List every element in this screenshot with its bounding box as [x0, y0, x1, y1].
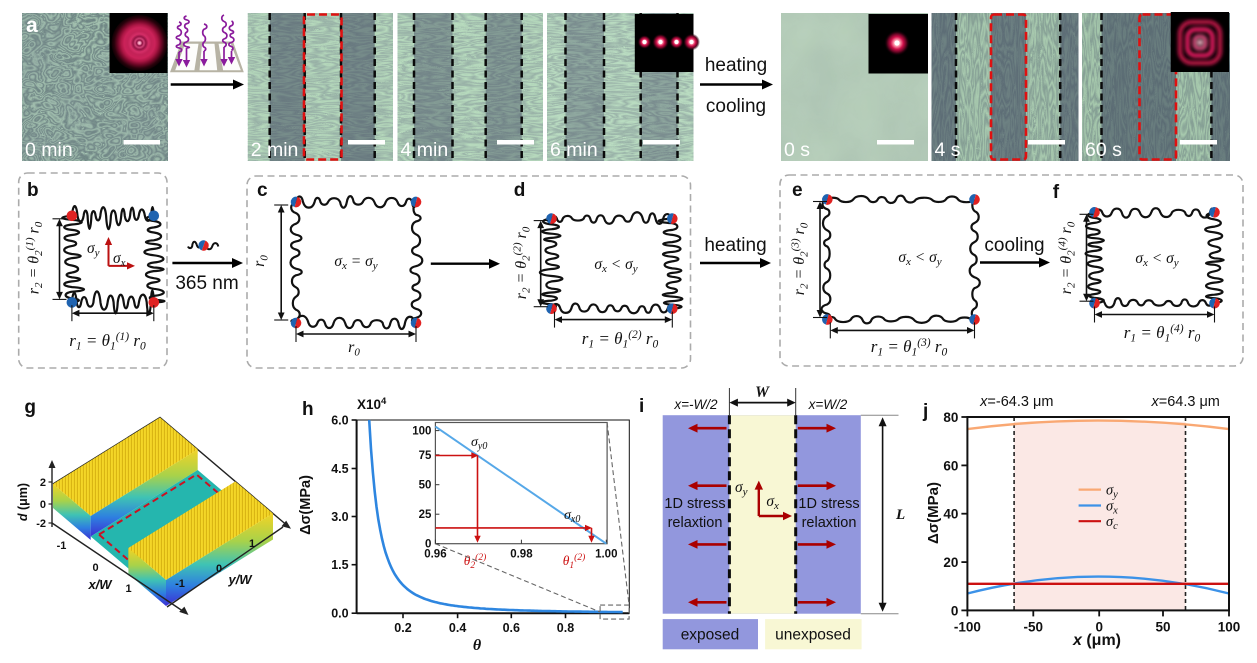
svg-text:r2 = θ2(4) r0: r2 = θ2(4) r0 — [1057, 221, 1078, 294]
svg-text:2: 2 — [40, 477, 46, 489]
svg-text:365 nm: 365 nm — [175, 273, 238, 294]
svg-text:L: L — [895, 507, 905, 523]
svg-text:θ: θ — [473, 637, 482, 654]
svg-text:j: j — [922, 401, 928, 422]
svg-text:100: 100 — [412, 426, 431, 438]
svg-text:3.0: 3.0 — [331, 510, 348, 524]
svg-text:cooling: cooling — [706, 96, 766, 117]
svg-text:r2 = θ2(1) r0: r2 = θ2(1) r0 — [24, 221, 45, 294]
svg-text:r1 = θ1(4) r0: r1 = θ1(4) r0 — [1124, 323, 1201, 345]
svg-text:r1 = θ1(2) r0: r1 = θ1(2) r0 — [582, 329, 659, 351]
svg-text:r2 = θ2(2) r0: r2 = θ2(2) r0 — [512, 226, 533, 299]
svg-text:f: f — [1053, 182, 1060, 203]
svg-text:0: 0 — [1095, 619, 1103, 634]
svg-text:c: c — [257, 180, 268, 201]
svg-text:1D stress: 1D stress — [664, 496, 725, 512]
svg-text:r2 = θ2(3) r0: r2 = θ2(3) r0 — [790, 222, 811, 295]
svg-text:σx < σy: σx < σy — [594, 256, 637, 275]
svg-text:θ1(2): θ1(2) — [563, 552, 585, 571]
svg-text:25: 25 — [419, 509, 432, 521]
svg-text:heating: heating — [704, 235, 766, 256]
svg-text:X104: X104 — [357, 396, 387, 412]
svg-text:x/W: x/W — [87, 577, 113, 592]
svg-text:0.98: 0.98 — [510, 549, 533, 561]
svg-text:1: 1 — [125, 583, 131, 595]
svg-text:0: 0 — [951, 603, 959, 618]
svg-text:-1: -1 — [175, 578, 185, 590]
svg-text:relaxtion: relaxtion — [802, 515, 857, 531]
svg-text:1D stress: 1D stress — [798, 496, 859, 512]
svg-text:4 s: 4 s — [935, 139, 961, 161]
svg-text:0 min: 0 min — [25, 139, 73, 161]
svg-text:σx < σy: σx < σy — [1135, 250, 1178, 269]
svg-text:0.96: 0.96 — [424, 549, 446, 561]
svg-text:0.8: 0.8 — [557, 621, 574, 635]
svg-text:g: g — [24, 397, 36, 418]
svg-text:20: 20 — [943, 555, 958, 570]
svg-text:θ2(2): θ2(2) — [464, 552, 486, 571]
svg-text:60: 60 — [943, 458, 958, 473]
svg-text:-1: -1 — [57, 540, 67, 552]
svg-text:1.00: 1.00 — [595, 549, 617, 561]
svg-text:60 s: 60 s — [1085, 139, 1122, 161]
svg-text:relaxtion: relaxtion — [668, 515, 723, 531]
svg-text:0.0: 0.0 — [331, 607, 348, 621]
svg-text:x=64.3 μm: x=64.3 μm — [1150, 394, 1219, 410]
svg-text:6 min: 6 min — [550, 139, 598, 161]
svg-text:b: b — [27, 180, 39, 201]
svg-text:1.5: 1.5 — [331, 558, 348, 572]
svg-text:heating: heating — [705, 55, 767, 76]
svg-text:x=-W/2: x=-W/2 — [673, 397, 718, 412]
svg-text:0: 0 — [40, 499, 46, 511]
svg-text:Δσ(MPa): Δσ(MPa) — [925, 482, 942, 544]
svg-text:r0: r0 — [251, 255, 271, 267]
svg-text:6.0: 6.0 — [331, 414, 348, 428]
svg-text:0: 0 — [92, 562, 98, 574]
svg-text:exposed: exposed — [681, 627, 740, 644]
svg-text:100: 100 — [1218, 619, 1241, 634]
svg-text:σy: σy — [87, 240, 100, 259]
svg-text:d (μm): d (μm) — [16, 483, 30, 521]
svg-text:r1 = θ1(3) r0: r1 = θ1(3) r0 — [871, 337, 948, 359]
svg-text:i: i — [639, 396, 644, 417]
svg-text:σx: σx — [113, 250, 126, 269]
svg-text:x (μm): x (μm) — [1072, 632, 1121, 649]
svg-text:50: 50 — [419, 480, 432, 492]
svg-text:x=W/2: x=W/2 — [808, 397, 848, 412]
svg-text:h: h — [302, 399, 314, 420]
svg-text:r1 = θ1(1) r0: r1 = θ1(1) r0 — [69, 331, 146, 353]
svg-text:d: d — [514, 180, 526, 201]
svg-text:1: 1 — [249, 538, 255, 550]
svg-text:-50: -50 — [1024, 619, 1044, 634]
svg-text:-100: -100 — [954, 619, 981, 634]
svg-text:cooling: cooling — [984, 235, 1044, 256]
svg-text:σx = σy: σx = σy — [334, 253, 377, 272]
svg-text:r0: r0 — [348, 339, 360, 359]
svg-text:x=-64.3 μm: x=-64.3 μm — [979, 394, 1053, 410]
svg-text:unexposed: unexposed — [775, 627, 851, 644]
svg-text:4 min: 4 min — [401, 139, 449, 161]
svg-text:0 s: 0 s — [784, 139, 810, 161]
svg-text:2 min: 2 min — [251, 139, 299, 161]
svg-text:50: 50 — [1155, 619, 1170, 634]
svg-text:4.5: 4.5 — [331, 462, 348, 476]
svg-text:0: 0 — [425, 539, 431, 551]
svg-text:e: e — [792, 180, 803, 201]
svg-text:80: 80 — [943, 410, 958, 425]
svg-text:-2: -2 — [36, 518, 46, 530]
svg-text:0.2: 0.2 — [394, 621, 411, 635]
svg-text:0.4: 0.4 — [449, 621, 466, 635]
svg-text:0: 0 — [216, 563, 222, 575]
svg-text:75: 75 — [419, 450, 432, 462]
svg-text:a: a — [26, 14, 38, 37]
svg-text:σx < σy: σx < σy — [898, 249, 941, 268]
svg-text:40: 40 — [943, 507, 958, 522]
svg-text:W: W — [755, 384, 770, 401]
svg-text:y/W: y/W — [227, 572, 253, 587]
svg-text:Δσ(MPa): Δσ(MPa) — [298, 475, 314, 535]
svg-text:0.6: 0.6 — [503, 621, 520, 635]
